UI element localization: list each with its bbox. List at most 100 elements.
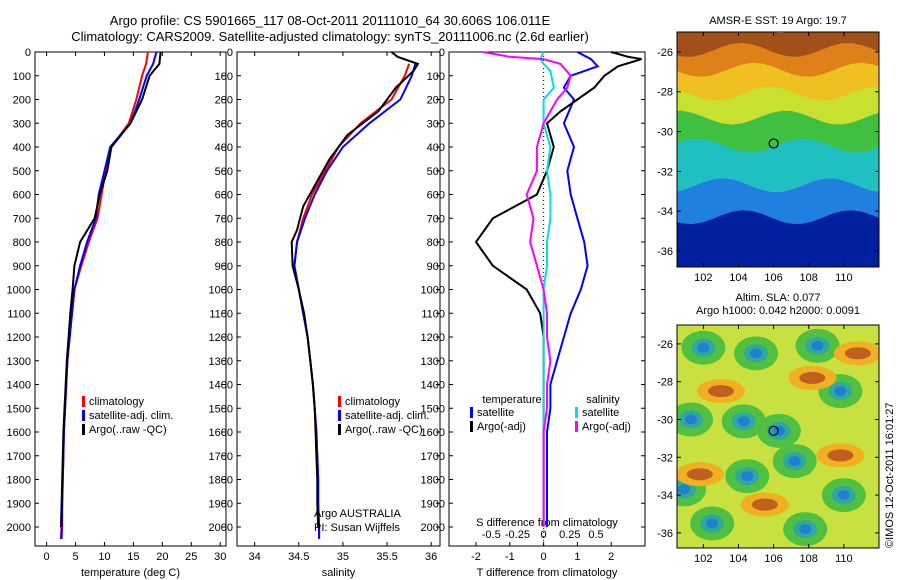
salinity-legend-label: Argo(..raw -QC) [345, 424, 423, 436]
sst-map-field [677, 32, 879, 267]
y-tick-label: 700 [427, 213, 445, 225]
y-tick-label: 1900 [421, 498, 445, 510]
y-tick-label: -36 [657, 246, 673, 258]
top-tick-label: 0.5 [588, 529, 603, 541]
x-axis-label: temperature (deg C) [81, 567, 180, 579]
y-tick-label: 1400 [209, 380, 233, 392]
x-tick-label: 106 [764, 553, 782, 565]
y-tick-label: 800 [215, 237, 233, 249]
high-blob-core [844, 347, 871, 360]
y-tick-label: 600 [427, 190, 445, 202]
series-line [290, 51, 420, 528]
x-tick-label: 0 [44, 551, 50, 563]
y-tick-label: 1000 [7, 285, 31, 297]
x-tick-label: 102 [694, 553, 712, 565]
x-tick-label: 10 [98, 551, 110, 563]
temperature-frame [34, 51, 227, 547]
x-tick-label: 102 [694, 272, 712, 284]
low-blob-center [678, 484, 691, 495]
low-blob-center [799, 524, 812, 535]
y-tick-label: -34 [657, 206, 673, 218]
y-tick-label: 1300 [209, 356, 233, 368]
sla-map-panel: 102 104 106 108 110 -26 -28 -30 -32 -34 -36 Altim. … [657, 292, 880, 565]
argo-position-marker [768, 138, 779, 149]
y-tick-label: 1200 [209, 332, 233, 344]
temperature-panel: 0100200300400500600700800900100011001200… [7, 47, 227, 579]
y-tick-label: 1400 [7, 380, 31, 392]
y-tick-label: 1700 [7, 451, 31, 463]
sst-map-title: AMSR-E SST: 19 Argo: 19.7 [709, 15, 847, 27]
high-blob-core [751, 498, 778, 511]
salinity-legend-label: satellite-adj. clim. [345, 410, 429, 422]
sst-map-band [677, 62, 879, 110]
low-blob-center [706, 518, 719, 529]
differences-legend-swatch [470, 407, 473, 418]
y-tick-label: -36 [657, 528, 673, 540]
y-tick-label: 500 [13, 166, 31, 178]
low-blob-center [772, 425, 785, 436]
series-line [60, 51, 162, 528]
salinity-legend-swatch [338, 424, 341, 435]
top-tick-label: 0 [541, 529, 547, 541]
y-tick-label: -28 [657, 87, 673, 99]
salinity-frame [236, 51, 441, 547]
differences-legend-label: satellite [477, 407, 514, 419]
x-tick-label: 15 [127, 551, 139, 563]
legend-title-salinity: salinity [586, 394, 620, 406]
y-tick-label: -32 [657, 166, 673, 178]
x-tick-label: -2 [471, 551, 481, 563]
side-label: ©IMOS 12-Oct-2011 16:01:27 [884, 403, 896, 548]
y-tick-label: 100 [427, 71, 445, 83]
temperature-legend-label: Argo(..raw -QC) [89, 424, 167, 436]
low-blob-center [788, 456, 801, 467]
legend-title-temperature: temperature [482, 394, 541, 406]
argo-position-marker [768, 425, 779, 436]
y-tick-label: 1100 [421, 308, 445, 320]
y-tick-label: 2000 [7, 522, 31, 534]
x-tick-label: -1 [505, 551, 515, 563]
y-tick-label: 1900 [209, 498, 233, 510]
high-blob-core [707, 385, 734, 398]
low-blob-center [837, 490, 850, 501]
chart-title-line2: Climatology: CARS2009. Satellite-adjuste… [71, 29, 589, 44]
x-tick-label: 35.5 [376, 551, 397, 563]
temperature-legend-swatch [82, 410, 85, 421]
low-blob-center [741, 471, 754, 482]
x-tick-label: 35 [337, 551, 349, 563]
low-blob-center [811, 340, 824, 351]
low-blob-center [834, 386, 847, 397]
y-tick-label: -30 [657, 414, 673, 426]
y-tick-label: 100 [13, 71, 31, 83]
x-tick-label: 104 [729, 553, 747, 565]
sst-map-panel: 102 104 106 108 110 -26 -28 -30 -32 -34 -36 AMSR-E … [657, 15, 880, 284]
y-tick-label: -28 [657, 377, 673, 389]
y-tick-label: 800 [13, 237, 31, 249]
differences-legend-label: Argo(-adj) [582, 421, 631, 433]
y-tick-label: 1300 [7, 356, 31, 368]
top-tick-label: -0.5 [482, 529, 501, 541]
annotation-line1: Argo AUSTRALIA [314, 508, 401, 520]
x-tick-label: 110 [835, 553, 853, 565]
x-tick-label: 108 [800, 553, 818, 565]
salinity-legend-swatch [338, 396, 341, 407]
y-tick-label: 500 [427, 166, 445, 178]
top-tick-label: -0.25 [505, 529, 530, 541]
y-tick-label: 1000 [209, 285, 233, 297]
y-tick-label: -26 [657, 339, 673, 351]
sst-map-band [677, 210, 879, 267]
x-tick-label: 20 [156, 551, 168, 563]
high-blob-core [799, 371, 826, 384]
y-tick-label: 900 [13, 261, 31, 273]
y-tick-label: 1800 [209, 475, 233, 487]
sla-map-frame [676, 324, 880, 549]
high-blob-core [686, 468, 713, 481]
y-tick-label: -26 [657, 47, 673, 59]
y-tick-label: 700 [13, 213, 31, 225]
y-tick-label: 800 [427, 237, 445, 249]
salinity-legend-swatch [338, 410, 341, 421]
y-tick-label: -32 [657, 452, 673, 464]
y-tick-label: 1100 [209, 308, 233, 320]
sla-map-subtitle: Argo h1000: 0.042 h2000: 0.0091 [696, 305, 860, 317]
y-tick-label: 2000 [209, 522, 233, 534]
